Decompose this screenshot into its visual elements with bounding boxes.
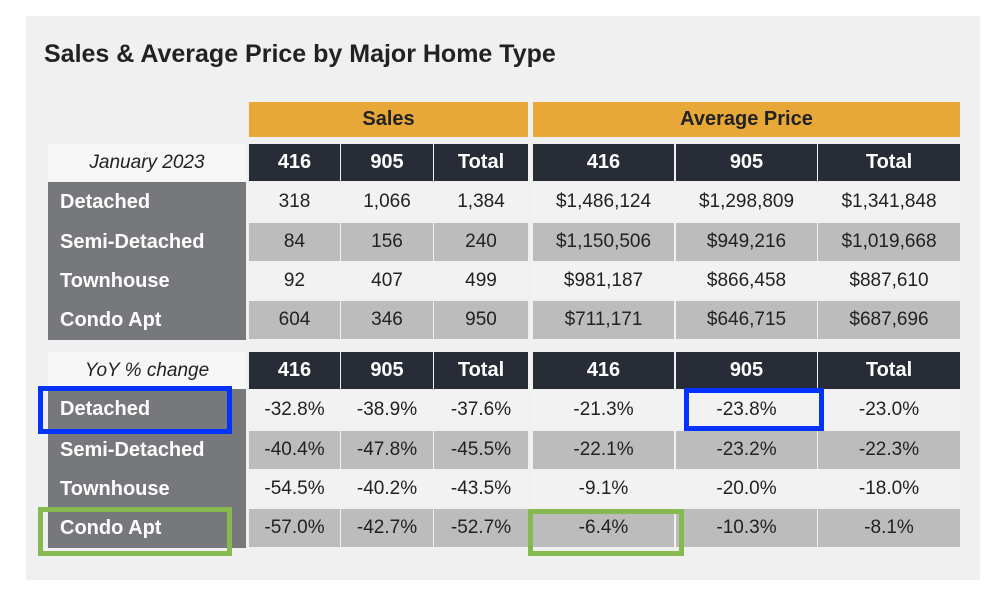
table-cell: 346 bbox=[341, 301, 433, 339]
table-corner-label: YoY % change bbox=[48, 352, 246, 389]
table-cell: $711,171 bbox=[533, 301, 674, 339]
table-cell: 499 bbox=[434, 263, 528, 299]
table-cell: -42.7% bbox=[341, 509, 433, 547]
page-title: Sales & Average Price by Major Home Type bbox=[44, 40, 556, 68]
table-cell: -21.3% bbox=[533, 390, 674, 429]
table-cell: -6.4% bbox=[533, 509, 674, 547]
table-cell: -8.1% bbox=[818, 509, 960, 547]
table-cell: -54.5% bbox=[249, 471, 340, 507]
table-cell: $1,150,506 bbox=[533, 223, 674, 261]
table-cell: $646,715 bbox=[676, 301, 817, 339]
row-label: Semi-Detached bbox=[48, 222, 246, 262]
column-header: 905 bbox=[341, 352, 433, 389]
table-cell: -52.7% bbox=[434, 509, 528, 547]
table-cell: -18.0% bbox=[818, 471, 960, 507]
table-cell: 604 bbox=[249, 301, 340, 339]
table-cell: 1,384 bbox=[434, 183, 528, 221]
highlight-condo-label bbox=[38, 507, 232, 556]
table-cell: -47.8% bbox=[341, 431, 433, 469]
table-cell: -23.2% bbox=[676, 431, 817, 469]
table-cell: -38.9% bbox=[341, 390, 433, 429]
table-cell: $866,458 bbox=[676, 263, 817, 299]
table-cell: -20.0% bbox=[676, 471, 817, 507]
table-cell: -9.1% bbox=[533, 471, 674, 507]
table-cell: -45.5% bbox=[434, 431, 528, 469]
highlight-detached-905-price bbox=[684, 388, 824, 431]
table-cell: 92 bbox=[249, 263, 340, 299]
table-cell: $1,341,848 bbox=[818, 183, 960, 221]
table-cell: -40.2% bbox=[341, 471, 433, 507]
row-label: Condo Apt bbox=[48, 508, 246, 548]
column-header: 416 bbox=[249, 144, 340, 181]
column-header: 905 bbox=[676, 352, 817, 389]
table-cell: 407 bbox=[341, 263, 433, 299]
table-cell: -23.0% bbox=[818, 390, 960, 429]
highlight-detached-label bbox=[38, 386, 232, 434]
table-cell: -43.5% bbox=[434, 471, 528, 507]
column-header: Total bbox=[434, 352, 528, 389]
table-cell: 1,066 bbox=[341, 183, 433, 221]
table-cell: -10.3% bbox=[676, 509, 817, 547]
table-cell: -40.4% bbox=[249, 431, 340, 469]
group-header-average-price: Average Price bbox=[533, 102, 960, 137]
table-cell: -22.3% bbox=[818, 431, 960, 469]
table-cell: -37.6% bbox=[434, 390, 528, 429]
highlight-condo-416-price bbox=[528, 509, 684, 556]
column-header: 416 bbox=[533, 144, 674, 181]
column-header: 905 bbox=[676, 144, 817, 181]
table-cell: 318 bbox=[249, 183, 340, 221]
row-label: Condo Apt bbox=[48, 300, 246, 340]
table-cell: $687,696 bbox=[818, 301, 960, 339]
table-cell: 156 bbox=[341, 223, 433, 261]
column-header: Total bbox=[818, 352, 960, 389]
table-cell: $1,486,124 bbox=[533, 183, 674, 221]
column-header: 905 bbox=[341, 144, 433, 181]
table-cell: $981,187 bbox=[533, 263, 674, 299]
row-label: Townhouse bbox=[48, 262, 246, 300]
table-cell: 84 bbox=[249, 223, 340, 261]
row-label: Detached bbox=[48, 182, 246, 222]
table-corner-label: January 2023 bbox=[48, 144, 246, 181]
table-cell: -57.0% bbox=[249, 509, 340, 547]
table-cell: $949,216 bbox=[676, 223, 817, 261]
column-header: Total bbox=[818, 144, 960, 181]
column-header: 416 bbox=[249, 352, 340, 389]
table-cell: 240 bbox=[434, 223, 528, 261]
column-header: Total bbox=[434, 144, 528, 181]
table-cell: $1,019,668 bbox=[818, 223, 960, 261]
table-cell: -22.1% bbox=[533, 431, 674, 469]
group-header-sales: Sales bbox=[249, 102, 528, 137]
column-header: 416 bbox=[533, 352, 674, 389]
table-cell: -23.8% bbox=[676, 390, 817, 429]
table-cell: $1,298,809 bbox=[676, 183, 817, 221]
row-label: Detached bbox=[48, 389, 246, 430]
table-cell: $887,610 bbox=[818, 263, 960, 299]
table-cell: 950 bbox=[434, 301, 528, 339]
row-label: Semi-Detached bbox=[48, 430, 246, 470]
row-label: Townhouse bbox=[48, 470, 246, 508]
table-cell: -32.8% bbox=[249, 390, 340, 429]
